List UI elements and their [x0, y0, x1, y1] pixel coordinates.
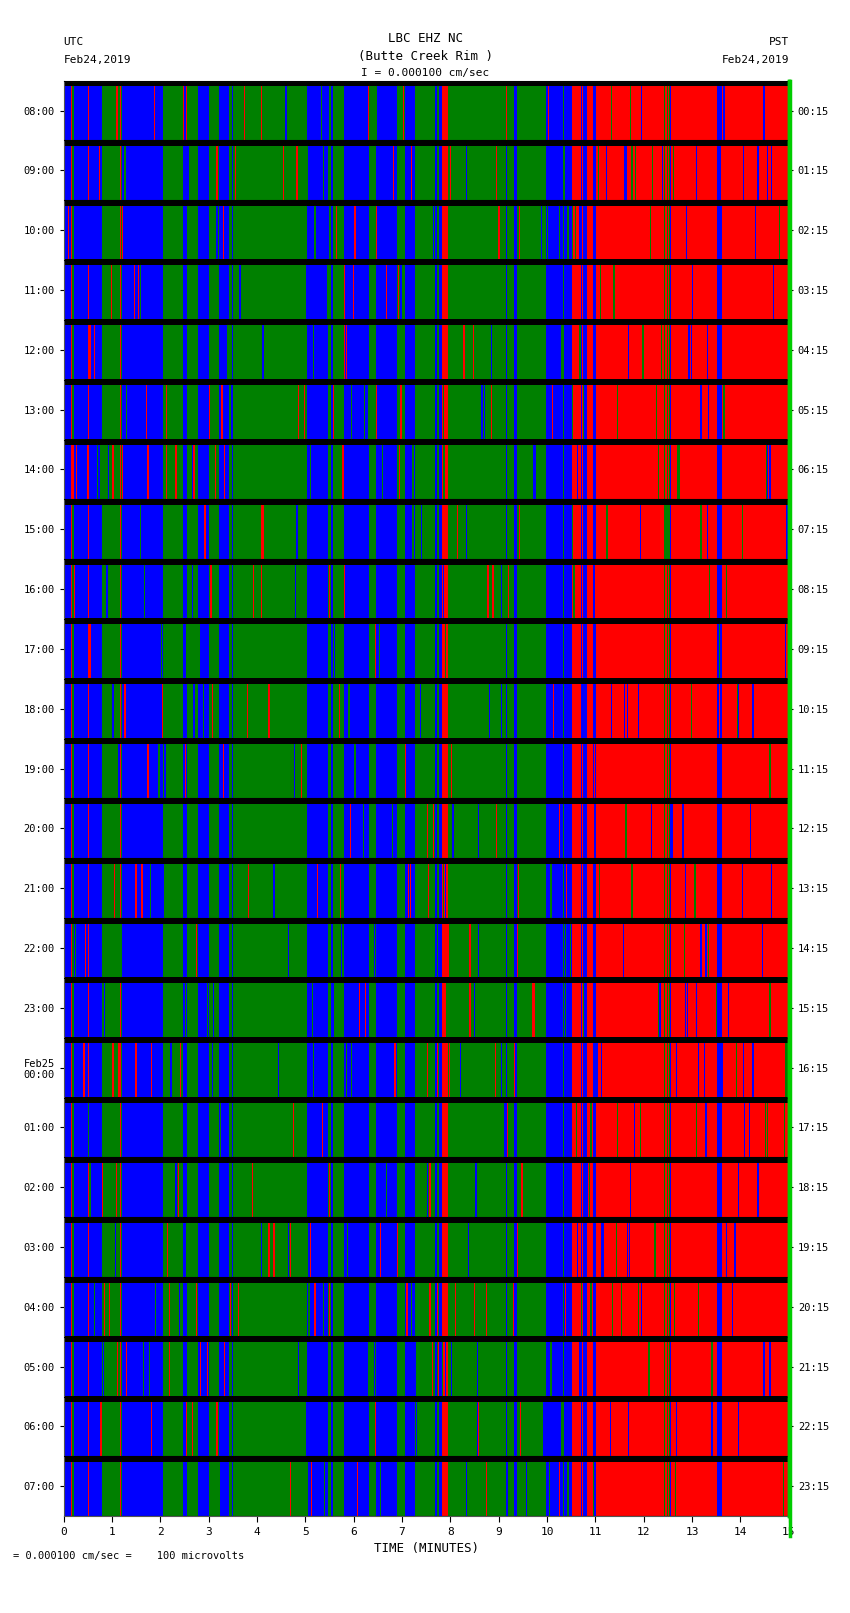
X-axis label: TIME (MINUTES): TIME (MINUTES) [374, 1542, 479, 1555]
Text: Feb24,2019: Feb24,2019 [64, 55, 131, 65]
Text: Feb24,2019: Feb24,2019 [722, 55, 789, 65]
Text: (Butte Creek Rim ): (Butte Creek Rim ) [358, 50, 492, 63]
Text: LBC EHZ NC: LBC EHZ NC [388, 32, 462, 45]
Text: I = 0.000100 cm/sec: I = 0.000100 cm/sec [361, 68, 489, 77]
Text: UTC: UTC [64, 37, 84, 47]
Text: = 0.000100 cm/sec =    100 microvolts: = 0.000100 cm/sec = 100 microvolts [13, 1552, 244, 1561]
Text: PST: PST [768, 37, 789, 47]
